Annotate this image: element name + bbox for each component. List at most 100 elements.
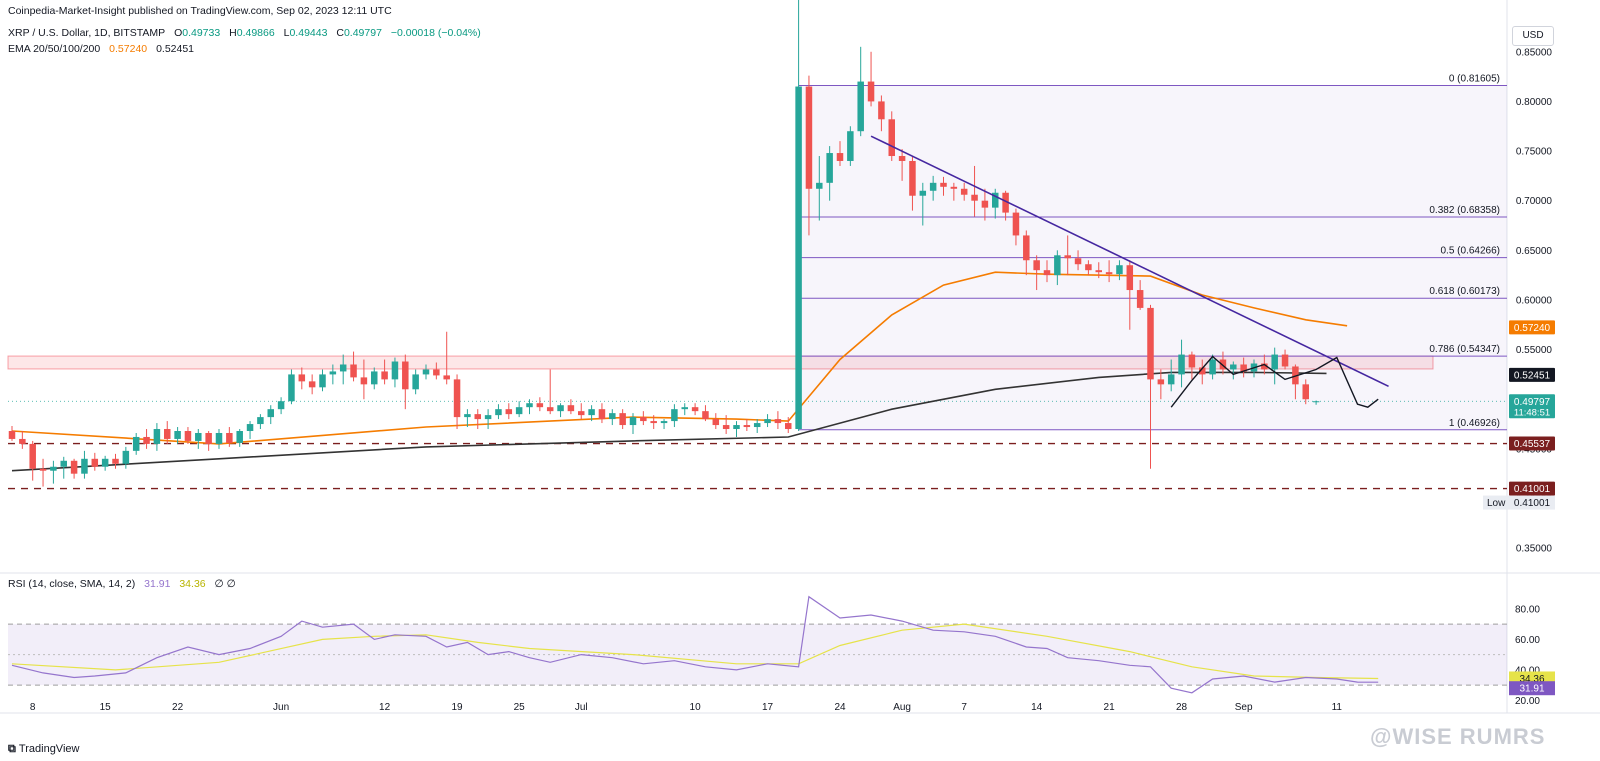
candle-body [609,413,616,420]
candle-body [629,417,637,426]
candle-body [909,160,916,196]
price-label-box[interactable] [1509,436,1555,451]
rsi-legend[interactable]: RSI (14, close, SMA, 14, 2) 31.91 34.36 … [8,578,242,590]
rsi-band [8,624,1507,686]
candle-body [1219,359,1227,370]
time-axis[interactable]: 8 15 22 Jun 12 19 25 Jul 10 17 24 Aug 7 14 21 28 Sep 11 [30,702,1343,713]
time-tick-label: 28 [1176,702,1188,713]
candle-body [360,377,368,385]
candle-body [257,417,264,425]
price-label-box[interactable] [1509,320,1555,335]
candle-body [1281,354,1289,367]
ema-label: EMA 20/50/100/200 [8,43,101,55]
descending-trendline[interactable] [870,135,1389,388]
candle-body [681,407,688,410]
price-label-box[interactable] [1509,394,1555,419]
candle-body [1147,307,1154,380]
candle-body [308,381,316,388]
ohlc-legend: XRP / U.S. Dollar, 1D, BITSTAMP O0.49733… [8,27,487,39]
candle-body [174,431,181,439]
candle-body [857,81,864,132]
c-label: C [336,27,344,39]
o-label: O [174,27,183,39]
candle-body [1043,270,1051,276]
drawing-tools[interactable] [870,135,1389,408]
candle-body [950,186,958,189]
candle-body [598,409,606,420]
rsi-value: 31.91 [144,578,171,590]
rsi-value-box [1509,681,1555,696]
candle-body [867,81,875,102]
time-tick-label: 7 [961,702,967,713]
price-axis[interactable]: 0.85000 0.80000 0.75000 0.70000 0.65000 0.600… [1483,47,1555,707]
rsi-sma-value: 34.36 [179,578,206,590]
candle-body [143,436,150,444]
tradingview-logo[interactable]: ⧉ TradingView [8,743,79,756]
candle-body [371,371,378,385]
candle-body [288,374,295,402]
price-tick-label: 0.70000 [1516,196,1553,207]
candle-body [640,417,647,422]
fib-level-label: 0.786 (0.54347) [1429,344,1500,355]
published-text: Coinpedia-Market-Insight published on Tr… [8,5,392,17]
price-label-box[interactable] [1509,367,1555,382]
fib-level-label: 0.382 (0.68358) [1429,205,1500,216]
candle-body [805,86,813,189]
candle-body [526,403,533,408]
candle-body [381,371,388,380]
fibonacci-retracement[interactable]: 0 (0.81605) 0.382 (0.68358) 0.5 (0.64266) 0… [798,73,1507,431]
candle-body [350,364,357,378]
candle-body [484,415,492,420]
candle-body [298,374,306,382]
candle-body [981,200,989,208]
candle-body [567,405,575,412]
ema-legend[interactable]: EMA 20/50/100/200 0.57240 0.52451 [8,43,200,55]
currency-button[interactable]: USD [1512,26,1554,46]
candle-body [39,468,47,471]
time-tick-label: 22 [172,702,184,713]
candle-body [277,401,285,410]
candle-body [546,407,554,412]
time-tick-label: 19 [451,702,463,713]
candle-body [329,371,337,375]
candle-body [1074,258,1082,265]
symbol-title[interactable]: XRP / U.S. Dollar, 1D, BITSTAMP [8,27,166,39]
price-label-box[interactable] [1509,481,1555,496]
candle-body [619,413,626,426]
candle-body [132,436,140,451]
time-tick-label: 21 [1104,702,1116,713]
candle-body [515,407,523,415]
candle-body [1064,255,1071,259]
candle-body [60,460,67,467]
publisher-line: Coinpedia-Market-Insight published on Tr… [8,5,398,17]
candle-body [29,443,36,469]
candle-body [402,361,409,390]
candle-body [1312,401,1320,403]
candle-body [1012,212,1020,236]
h-label: H [229,27,237,39]
candle-body [153,429,161,444]
countdown-text: 11:48:51 [1514,407,1550,418]
candle-body [557,405,564,412]
candle-body [1230,364,1237,370]
candle-body [112,458,119,464]
candle-body [960,188,968,195]
candle-body [888,119,895,157]
time-tick-label: 10 [690,702,702,713]
candle-body [1002,192,1009,213]
fib-level-label: 0.5 (0.64266) [1441,246,1501,257]
time-tick-label: Aug [893,702,911,713]
price-label-text: 0.49797 [1514,397,1551,408]
low-label-box [1483,495,1555,510]
candle-body [795,86,802,430]
candle-body [1261,363,1268,370]
chart-pattern-line[interactable] [1170,355,1379,408]
time-tick-label: Jul [575,702,588,713]
candle-body [1167,374,1175,385]
price-label-text: 0.45537 [1514,439,1551,450]
time-tick-label: 17 [762,702,774,713]
candle-body [1157,379,1165,385]
watermark: @WISE RUMRS [1370,724,1546,749]
candle-body [733,425,740,430]
